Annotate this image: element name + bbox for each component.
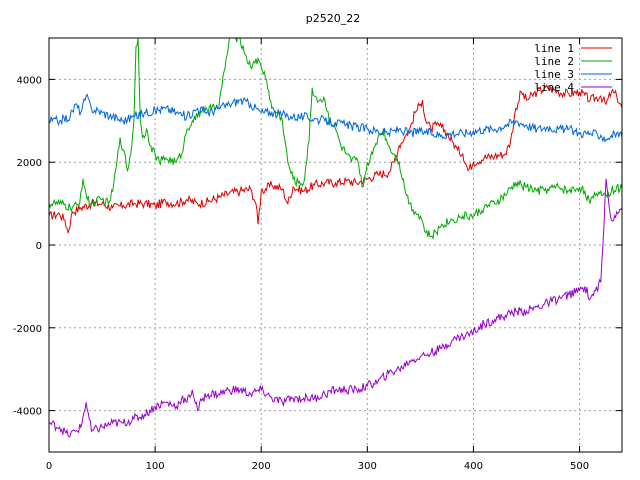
x-tick-label: 300: [358, 461, 377, 472]
grid: [48, 38, 622, 452]
series-line-4: [49, 178, 622, 438]
legend-label: line 1: [534, 42, 574, 55]
chart-title: p2520_22: [306, 12, 360, 25]
y-tick-label: -2000: [13, 324, 42, 335]
series-line-3: [49, 93, 622, 143]
x-tick-label: 200: [252, 461, 271, 472]
x-tick-label: 500: [570, 461, 589, 472]
series-line-1: [49, 84, 622, 235]
x-tick-label: 0: [46, 461, 52, 472]
legend-label: line 3: [534, 68, 574, 81]
y-tick-label: 2000: [17, 158, 42, 169]
axis-ticks: 0 100 200 300 400 500 -4000 -2000 0 2000 4000: [13, 38, 622, 472]
x-tick-label: 100: [146, 461, 165, 472]
x-tick-label: 400: [464, 461, 483, 472]
legend-label: line 2: [534, 55, 574, 68]
series-group: [49, 38, 622, 438]
y-tick-label: -4000: [13, 407, 42, 418]
plot-frame: [48, 37, 623, 453]
y-tick-label: 0: [36, 241, 42, 252]
series-line-2: [49, 38, 622, 241]
legend-label: line 4: [534, 81, 574, 94]
y-tick-label: 4000: [17, 75, 42, 86]
